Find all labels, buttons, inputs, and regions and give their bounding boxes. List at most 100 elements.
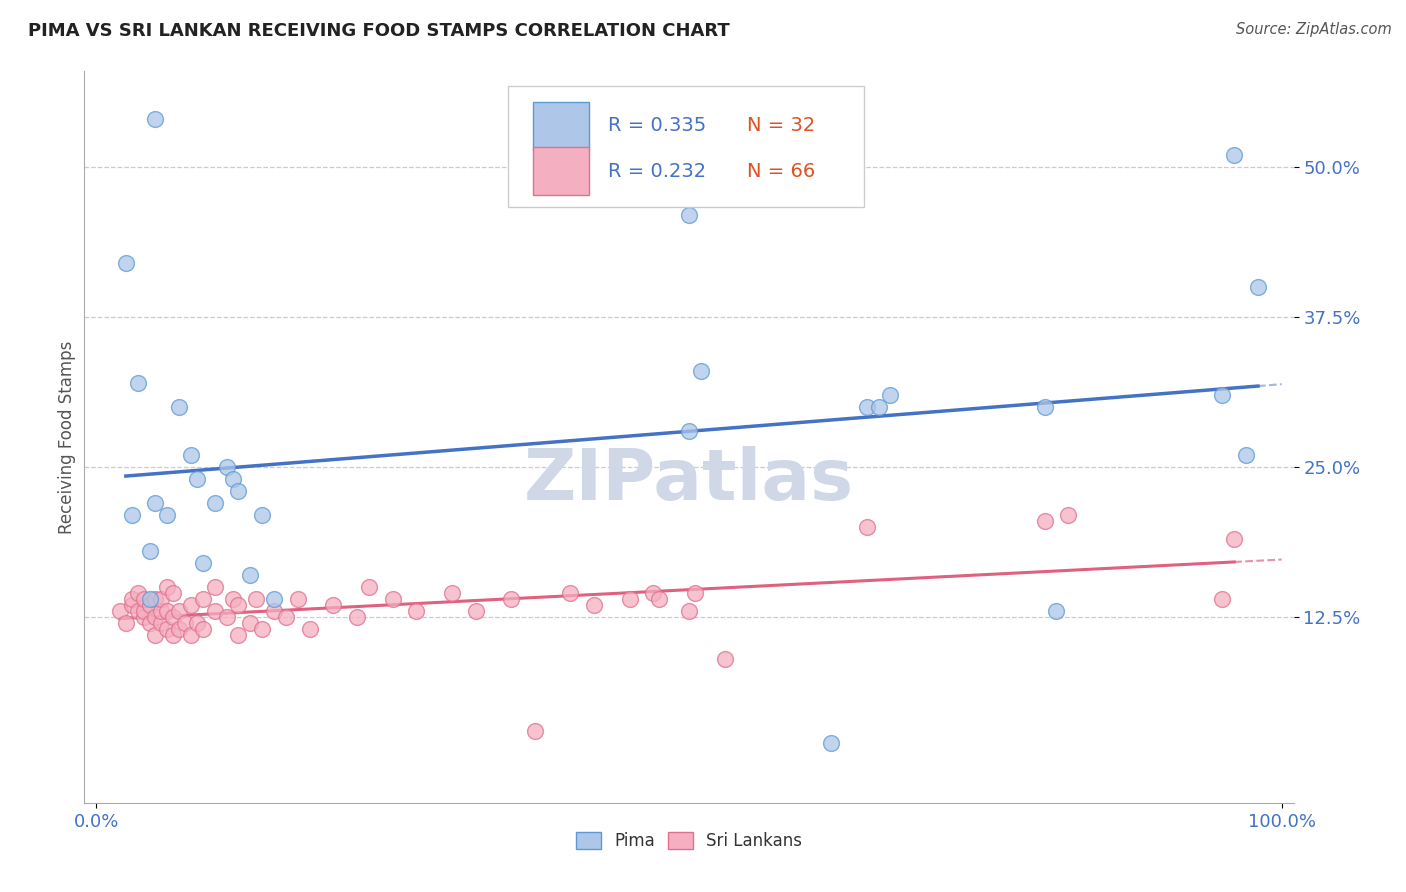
Point: [162, 610, 184, 624]
Point: [263, 591, 285, 606]
Point: [619, 591, 641, 606]
Y-axis label: Receiving Food Stamps: Receiving Food Stamps: [58, 341, 76, 533]
Legend: Pima, Sri Lankans: Pima, Sri Lankans: [569, 825, 808, 856]
Point: [221, 472, 243, 486]
Point: [145, 496, 167, 510]
Point: [820, 736, 842, 750]
Point: [440, 586, 463, 600]
Point: [167, 604, 190, 618]
Point: [156, 508, 179, 522]
Text: Source: ZipAtlas.com: Source: ZipAtlas.com: [1236, 22, 1392, 37]
Point: [127, 586, 149, 600]
Point: [1211, 388, 1233, 402]
Point: [204, 496, 226, 510]
Point: [132, 604, 155, 618]
Point: [150, 604, 173, 618]
Point: [180, 598, 202, 612]
Point: [1033, 514, 1056, 528]
Point: [1223, 148, 1246, 162]
Point: [464, 604, 486, 618]
Point: [162, 628, 184, 642]
Point: [138, 615, 160, 630]
Point: [127, 604, 149, 618]
Point: [1234, 448, 1257, 462]
Point: [186, 472, 208, 486]
Point: [167, 622, 190, 636]
Point: [186, 615, 208, 630]
FancyBboxPatch shape: [533, 147, 589, 195]
Point: [215, 460, 238, 475]
Point: [204, 580, 226, 594]
Point: [115, 256, 138, 270]
Point: [287, 591, 309, 606]
Point: [162, 586, 184, 600]
Text: ZIPatlas: ZIPatlas: [524, 447, 853, 516]
Point: [322, 598, 344, 612]
Point: [180, 448, 202, 462]
Point: [560, 586, 582, 600]
Point: [167, 400, 190, 414]
Point: [215, 610, 238, 624]
Point: [1247, 280, 1270, 294]
Point: [713, 652, 735, 666]
Point: [221, 591, 243, 606]
Point: [648, 591, 671, 606]
Text: N = 32: N = 32: [747, 117, 815, 136]
Point: [228, 483, 250, 498]
Point: [174, 615, 197, 630]
Point: [204, 604, 226, 618]
Point: [191, 591, 214, 606]
Point: [263, 604, 285, 618]
Point: [156, 580, 179, 594]
Point: [108, 604, 131, 618]
Point: [145, 112, 167, 127]
Point: [357, 580, 380, 594]
Point: [1045, 604, 1067, 618]
Point: [678, 208, 700, 222]
Point: [138, 544, 160, 558]
Point: [115, 615, 138, 630]
Point: [180, 628, 202, 642]
Point: [250, 508, 273, 522]
Point: [1223, 532, 1246, 546]
Point: [228, 628, 250, 642]
Point: [274, 610, 297, 624]
Point: [132, 610, 155, 624]
Point: [121, 598, 143, 612]
Point: [132, 591, 155, 606]
Point: [689, 364, 711, 378]
Point: [298, 622, 321, 636]
Point: [121, 508, 143, 522]
Point: [138, 591, 160, 606]
Point: [855, 400, 877, 414]
FancyBboxPatch shape: [533, 102, 589, 150]
Point: [191, 622, 214, 636]
Point: [228, 598, 250, 612]
Point: [523, 723, 546, 738]
Point: [191, 556, 214, 570]
Point: [145, 610, 167, 624]
Point: [145, 591, 167, 606]
Point: [1033, 400, 1056, 414]
Text: PIMA VS SRI LANKAN RECEIVING FOOD STAMPS CORRELATION CHART: PIMA VS SRI LANKAN RECEIVING FOOD STAMPS…: [28, 22, 730, 40]
Point: [239, 615, 262, 630]
Point: [245, 591, 267, 606]
Point: [868, 400, 890, 414]
Point: [643, 586, 665, 600]
Text: R = 0.335: R = 0.335: [607, 117, 706, 136]
Point: [138, 598, 160, 612]
Point: [127, 376, 149, 391]
Text: R = 0.232: R = 0.232: [607, 161, 706, 181]
Point: [678, 604, 700, 618]
Point: [879, 388, 901, 402]
FancyBboxPatch shape: [508, 86, 865, 207]
Point: [156, 604, 179, 618]
Point: [678, 424, 700, 438]
Point: [239, 568, 262, 582]
Point: [583, 598, 606, 612]
Point: [250, 622, 273, 636]
Text: N = 66: N = 66: [747, 161, 815, 181]
Point: [1057, 508, 1080, 522]
Point: [381, 591, 404, 606]
Point: [150, 591, 173, 606]
